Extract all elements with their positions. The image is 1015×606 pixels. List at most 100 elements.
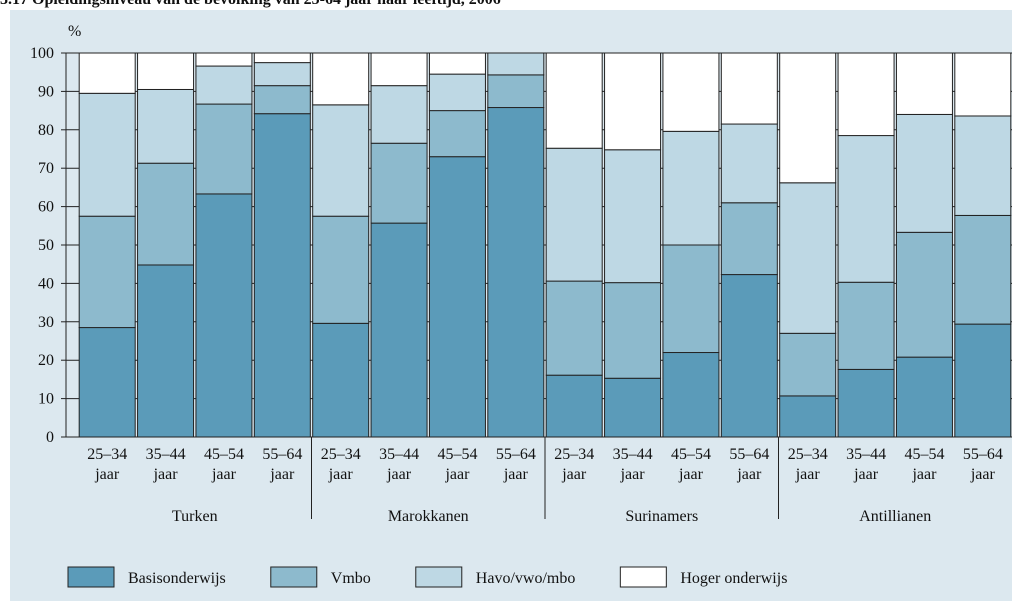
x-tick-label-line: 25–34 [554, 446, 594, 463]
legend-swatch [619, 566, 667, 588]
x-tick-label-line: jaar [94, 466, 120, 483]
x-tick-label-line: 35–44 [146, 446, 186, 463]
bar-segment [137, 52, 195, 90]
x-tick-label-line: jaar [561, 466, 587, 483]
legend-label: Vmbo [331, 570, 371, 587]
bar-segment [487, 107, 545, 438]
x-tick-label: 35–44 jaar [613, 446, 653, 483]
x-tick-label: 45–54 jaar [204, 446, 244, 483]
bar-segment [954, 115, 1012, 216]
legend-swatch [67, 566, 115, 588]
bar-segment [779, 395, 837, 438]
x-tick-label-line: jaar [678, 466, 704, 483]
y-tick-label: 50 [38, 237, 54, 254]
bar-segment [895, 231, 953, 358]
bar-segment [662, 244, 720, 354]
bar-segment [195, 103, 253, 195]
bar-segment [779, 182, 837, 334]
legend-label: Hoger onderwijs [680, 570, 787, 587]
legend-swatch [415, 566, 463, 588]
bar-segment [895, 356, 953, 438]
bar-segment [370, 52, 428, 87]
x-tick-label-line: jaar [386, 466, 412, 483]
x-tick-label-line: jaar [328, 466, 354, 483]
x-tick-label-line: jaar [795, 466, 821, 483]
bar-segment [253, 62, 311, 87]
group-label: Turken [172, 508, 218, 525]
y-axis-label: % [68, 23, 81, 40]
x-tick-label-line: jaar [269, 466, 295, 483]
bar-segment [370, 142, 428, 224]
x-tick-label: 55–64 jaar [262, 446, 302, 483]
bar-segment [428, 110, 486, 158]
x-tick-label: 45–54 jaar [671, 446, 711, 483]
group-label: Antillianen [859, 508, 931, 525]
chart-title: 3.17 Opleidingsniveau van de bevolking v… [0, 0, 501, 8]
bar-segment [487, 74, 545, 109]
bar-segment [604, 377, 662, 438]
bar-segment [779, 52, 837, 184]
group-label: Marokkanen [388, 508, 469, 525]
x-tick-label-line: 25–34 [87, 446, 127, 463]
x-tick-label-line: jaar [620, 466, 646, 483]
x-tick-label: 25–34 jaar [87, 446, 127, 483]
bar-segment [837, 368, 895, 438]
legend-label: Basisonderwijs [128, 570, 226, 587]
y-tick-label: 70 [38, 160, 54, 177]
bar-segment [837, 281, 895, 370]
x-tick-label: 35–44 jaar [379, 446, 419, 483]
bar-segment [78, 215, 136, 329]
bar-segment [604, 282, 662, 379]
bar-segment [253, 52, 311, 64]
bar-segment [137, 162, 195, 266]
bar-segment [720, 274, 778, 438]
bar-segment [195, 65, 253, 105]
bar-segment [253, 85, 311, 115]
x-tick-label-line: 55–64 [963, 446, 1003, 463]
bar-segment [837, 52, 895, 137]
bar-segment [195, 193, 253, 438]
bar-segment [195, 52, 253, 67]
bar-segment [662, 130, 720, 246]
x-tick-label: 25–34 jaar [321, 446, 361, 483]
bar-segment [428, 52, 486, 75]
x-tick-label: 25–34 jaar [554, 446, 594, 483]
x-tick-label: 55–64 jaar [729, 446, 769, 483]
group-label: Surinamers [625, 508, 698, 525]
x-tick-label-line: 35–44 [613, 446, 653, 463]
y-tick-label: 60 [38, 199, 54, 216]
y-tick-label: 30 [38, 314, 54, 331]
bar-segment [545, 280, 603, 376]
bar-segment [837, 135, 895, 283]
x-tick-label-line: jaar [503, 466, 529, 483]
x-tick-label-line: jaar [911, 466, 937, 483]
bar-segment [662, 52, 720, 132]
bar-segment [545, 147, 603, 282]
bar-segment [604, 149, 662, 284]
bar-segment [662, 352, 720, 438]
x-tick-label: 25–34 jaar [788, 446, 828, 483]
x-tick-label-line: jaar [444, 466, 470, 483]
y-tick-label: 10 [38, 391, 54, 408]
bar-segment [312, 215, 370, 324]
x-tick-label-line: jaar [853, 466, 879, 483]
x-tick-label-line: 55–64 [729, 446, 769, 463]
bar-segment [428, 156, 486, 438]
y-tick-label: 90 [38, 83, 54, 100]
bar-segment [545, 52, 603, 149]
x-tick-label: 35–44 jaar [146, 446, 186, 483]
bar-segment [253, 113, 311, 438]
bar-segment [720, 202, 778, 276]
y-tick-label: 80 [38, 122, 54, 139]
x-tick-label-line: 25–34 [321, 446, 361, 463]
x-tick-label: 45–54 jaar [904, 446, 944, 483]
legend-swatch [270, 566, 318, 588]
bar-segment [779, 332, 837, 397]
bar-segment [78, 52, 136, 94]
x-tick-label-line: jaar [153, 466, 179, 483]
bar-segment [78, 92, 136, 217]
bar-segment [720, 123, 778, 204]
x-tick-label-line: 35–44 [379, 446, 419, 463]
x-tick-label-line: 25–34 [788, 446, 828, 463]
